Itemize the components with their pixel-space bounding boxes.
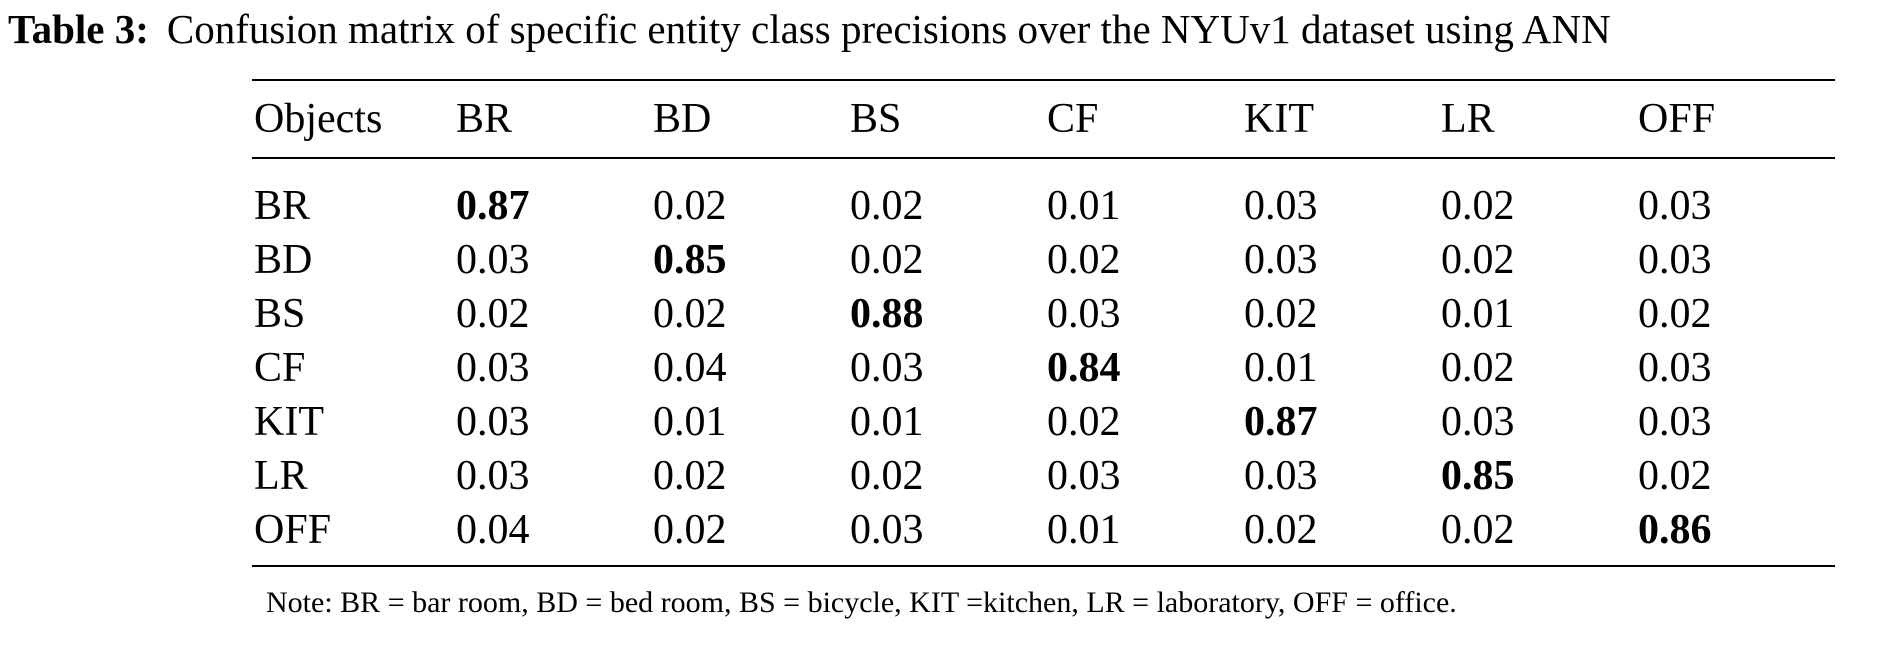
table-row: BR 0.87 0.02 0.02 0.01 0.03 0.02 0.03 <box>252 158 1835 233</box>
diagonal-precision-cell: 0.85 <box>1441 453 1515 499</box>
precision-cell: 0.03 <box>850 345 924 391</box>
diagonal-precision-cell: 0.84 <box>1047 345 1121 391</box>
diagonal-precision-cell: 0.87 <box>456 183 530 229</box>
table-row: BS 0.02 0.02 0.88 0.03 0.02 0.01 0.02 <box>252 287 1835 341</box>
confusion-matrix-table: Objects BR BD BS CF KIT LR OFF BR 0.87 0.0… <box>252 79 1835 567</box>
precision-cell: 0.02 <box>1441 183 1515 229</box>
precision-cell: 0.01 <box>1244 345 1318 391</box>
row-label-cell: KIT <box>254 399 324 445</box>
precision-cell: 0.03 <box>456 399 530 445</box>
caption-label: Table 3: <box>8 6 149 52</box>
precision-cell: 0.03 <box>456 453 530 499</box>
precision-cell: 0.03 <box>456 345 530 391</box>
caption-text: Confusion matrix of specific entity clas… <box>166 6 1611 52</box>
table-row: LR 0.03 0.02 0.02 0.03 0.03 0.85 0.02 <box>252 449 1835 503</box>
precision-cell: 0.02 <box>1638 453 1712 499</box>
precision-cell: 0.02 <box>850 453 924 499</box>
precision-cell: 0.03 <box>1047 453 1121 499</box>
header-cell-kit: KIT <box>1244 96 1314 142</box>
precision-cell: 0.01 <box>1441 291 1515 337</box>
header-cell-br: BR <box>456 96 513 142</box>
precision-cell: 0.02 <box>653 453 727 499</box>
row-label-cell: BR <box>254 183 311 229</box>
header-cell-cf: CF <box>1047 96 1099 142</box>
precision-cell: 0.02 <box>456 291 530 337</box>
precision-cell: 0.03 <box>1244 237 1318 283</box>
precision-cell: 0.03 <box>1638 237 1712 283</box>
precision-cell: 0.03 <box>1244 453 1318 499</box>
table-body: BR 0.87 0.02 0.02 0.01 0.03 0.02 0.03 BD 0.03 0.85… <box>252 158 1835 566</box>
table-row: BD 0.03 0.85 0.02 0.02 0.03 0.02 0.03 <box>252 233 1835 287</box>
table-row: CF 0.03 0.04 0.03 0.84 0.01 0.02 0.03 <box>252 341 1835 395</box>
table-row: KIT 0.03 0.01 0.01 0.02 0.87 0.03 0.03 <box>252 395 1835 449</box>
row-label-cell: CF <box>254 345 306 391</box>
precision-cell: 0.02 <box>1047 399 1121 445</box>
table-caption: Table 3: Confusion matrix of specific ent… <box>8 0 1883 58</box>
precision-cell: 0.02 <box>850 183 924 229</box>
header-cell-off: OFF <box>1638 96 1716 142</box>
precision-cell: 0.03 <box>1047 291 1121 337</box>
precision-cell: 0.03 <box>1441 399 1515 445</box>
precision-cell: 0.03 <box>456 237 530 283</box>
diagonal-precision-cell: 0.87 <box>1244 399 1318 445</box>
precision-cell: 0.02 <box>1441 237 1515 283</box>
header-row: Objects BR BD BS CF KIT LR OFF <box>252 80 1835 158</box>
row-label-cell: BS <box>254 291 306 337</box>
precision-cell: 0.03 <box>1244 183 1318 229</box>
precision-cell: 0.02 <box>1441 507 1515 553</box>
precision-cell: 0.02 <box>653 183 727 229</box>
header-cell-bd: BD <box>653 96 712 142</box>
precision-cell: 0.02 <box>1047 237 1121 283</box>
table-note: Note: BR = bar room, BD = bed room, BS =… <box>266 586 1457 619</box>
header-cell-bs: BS <box>850 96 902 142</box>
diagonal-precision-cell: 0.88 <box>850 291 924 337</box>
precision-cell: 0.02 <box>850 237 924 283</box>
header-cell-objects: Objects <box>254 96 383 142</box>
row-label-cell: OFF <box>254 507 332 553</box>
precision-cell: 0.01 <box>850 399 924 445</box>
precision-cell: 0.02 <box>1244 507 1318 553</box>
precision-cell: 0.02 <box>1244 291 1318 337</box>
precision-cell: 0.01 <box>1047 507 1121 553</box>
precision-cell: 0.03 <box>1638 399 1712 445</box>
precision-cell: 0.02 <box>653 507 727 553</box>
precision-cell: 0.01 <box>1047 183 1121 229</box>
precision-cell: 0.02 <box>1441 345 1515 391</box>
precision-cell: 0.04 <box>653 345 727 391</box>
header-cell-lr: LR <box>1441 96 1495 142</box>
precision-cell: 0.03 <box>1638 183 1712 229</box>
diagonal-precision-cell: 0.86 <box>1638 507 1712 553</box>
precision-cell: 0.03 <box>1638 345 1712 391</box>
table-header: Objects BR BD BS CF KIT LR OFF <box>252 80 1835 158</box>
precision-cell: 0.02 <box>1638 291 1712 337</box>
precision-cell: 0.02 <box>653 291 727 337</box>
row-label-cell: BD <box>254 237 313 283</box>
precision-cell: 0.01 <box>653 399 727 445</box>
precision-cell: 0.04 <box>456 507 530 553</box>
row-label-cell: LR <box>254 453 308 499</box>
diagonal-precision-cell: 0.85 <box>653 237 727 283</box>
precision-cell: 0.03 <box>850 507 924 553</box>
table-row: OFF 0.04 0.02 0.03 0.01 0.02 0.02 0.86 <box>252 503 1835 566</box>
